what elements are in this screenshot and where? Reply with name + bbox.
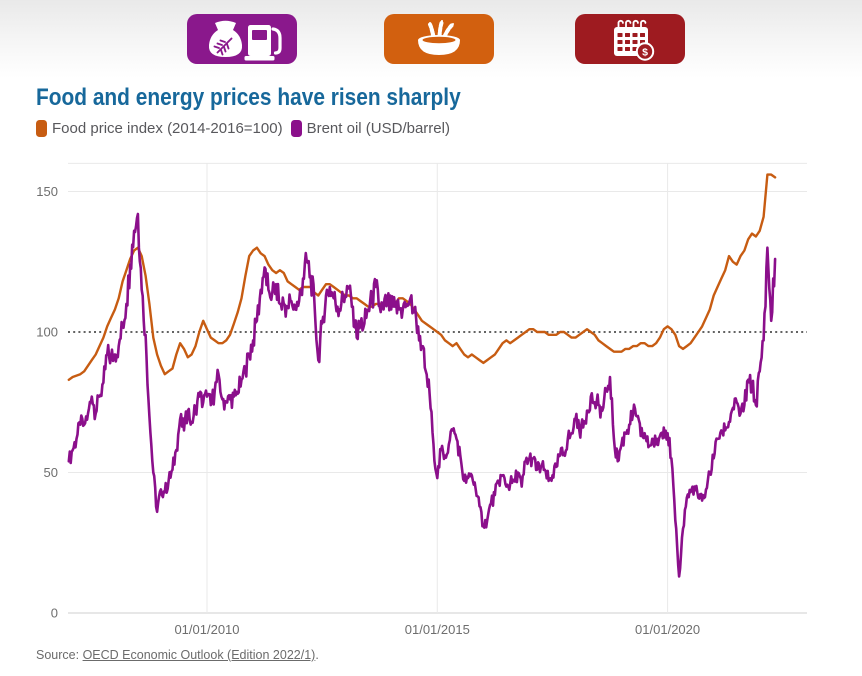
brent-oil-series-line bbox=[67, 212, 777, 578]
source-prefix: Source: bbox=[36, 648, 83, 662]
source-link[interactable]: OECD Economic Outlook (Edition 2022/1) bbox=[82, 648, 316, 662]
badge-calendar-prices[interactable]: $ bbox=[575, 14, 685, 64]
legend-label: Brent oil (USD/barrel) bbox=[306, 120, 450, 137]
price-line-chart: 0 50 100 150 01/01/2010 01/01/2015 01/01/2020 bbox=[36, 162, 807, 637]
calendar-dollar-icon: $ bbox=[614, 19, 655, 61]
legend-item-food-price-index[interactable]: Food price index (2014-2016=100) bbox=[36, 120, 283, 137]
badge-food[interactable] bbox=[384, 14, 494, 64]
y-axis-tick-label: 0 bbox=[51, 606, 58, 621]
legend-item-brent-oil[interactable]: Brent oil (USD/barrel) bbox=[290, 120, 450, 137]
brent-series-swatch bbox=[290, 120, 302, 137]
y-axis-tick-label: 150 bbox=[36, 184, 58, 199]
chart-legend: Food price index (2014-2016=100) Brent o… bbox=[36, 120, 450, 137]
badge-food-and-energy[interactable] bbox=[187, 14, 297, 64]
page-title: Food and energy prices have risen sharpl… bbox=[36, 84, 461, 111]
y-axis-tick-label: 100 bbox=[36, 325, 58, 340]
source-note: Source: OECD Economic Outlook (Edition 2… bbox=[36, 648, 319, 662]
source-suffix: . bbox=[315, 648, 319, 662]
dollar-symbol: $ bbox=[642, 47, 648, 59]
grain-sack-and-fuel-pump-icon bbox=[208, 20, 282, 61]
food-series-swatch bbox=[36, 120, 47, 137]
grain-bowl-icon bbox=[418, 20, 460, 55]
x-axis-tick-label: 01/01/2020 bbox=[635, 622, 700, 637]
y-axis-tick-label: 50 bbox=[44, 465, 58, 480]
legend-label: Food price index (2014-2016=100) bbox=[52, 120, 283, 137]
x-axis-tick-label: 01/01/2010 bbox=[174, 622, 239, 637]
x-axis-tick-label: 01/01/2015 bbox=[405, 622, 470, 637]
food-price-series-line bbox=[67, 173, 777, 382]
